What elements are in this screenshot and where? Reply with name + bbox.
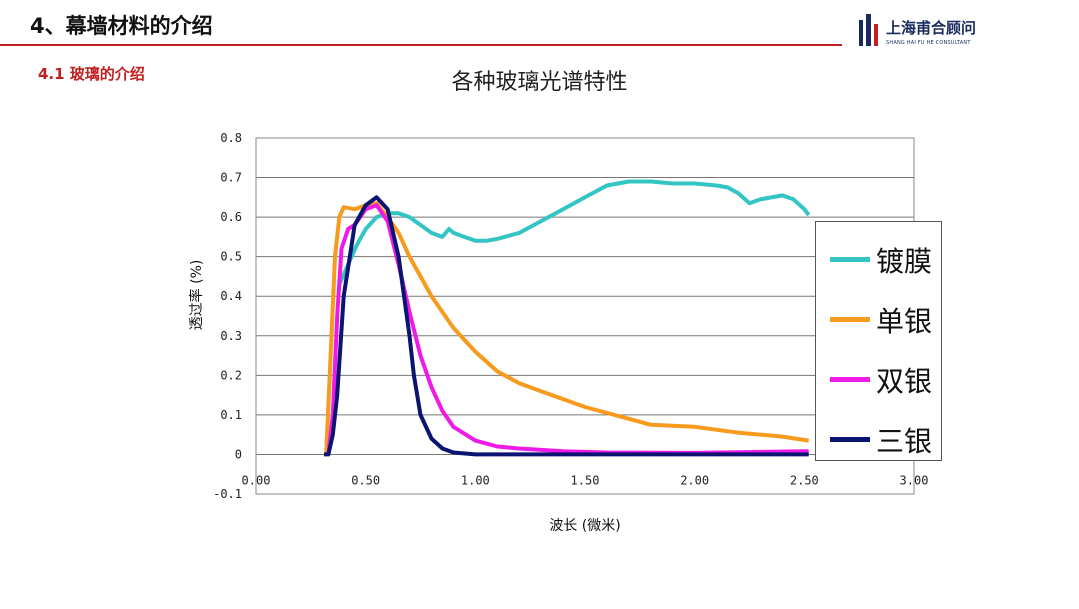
y-tick-label: 0.1 — [220, 408, 242, 422]
chart-legend: 镀膜 单银 双银 三银 — [815, 221, 942, 461]
x-tick-label: 1.00 — [461, 473, 490, 487]
y-tick-label: 0.7 — [220, 171, 242, 185]
y-tick-label: 0.8 — [220, 131, 242, 145]
y-tick-label: 0 — [235, 447, 242, 461]
y-tick-label: 0.5 — [220, 250, 242, 264]
y-tick-label: 0.3 — [220, 329, 242, 343]
tick-labels: -0.1 0 0.1 0.2 0.3 0.4 0.5 0.6 0.7 0.8 0.00 0.50 1.0… — [213, 131, 928, 501]
y-tick-label: -0.1 — [213, 487, 242, 501]
legend-swatch — [830, 377, 870, 382]
chart-title: 各种玻璃光谱特性 — [451, 70, 628, 95]
header-divider — [0, 44, 842, 46]
y-axis-label: 透过率 (%) — [188, 260, 205, 331]
legend-swatch — [830, 437, 870, 442]
x-tick-label: 1.50 — [571, 473, 600, 487]
series-lines — [324, 179, 811, 457]
logo-mark-icon — [859, 14, 878, 46]
legend-label: 单银 — [876, 305, 933, 338]
series-line-双银 — [326, 203, 809, 455]
legend-swatch — [830, 317, 870, 322]
x-tick-label: 2.00 — [680, 473, 709, 487]
logo-subtitle: SHANG HAI FU HE CONSULTANT — [886, 40, 971, 46]
y-tick-label: 0.2 — [220, 368, 242, 382]
x-tick-label: 0.00 — [242, 473, 271, 487]
legend-item: 镀膜 — [816, 238, 943, 278]
y-tick-label: 0.6 — [220, 210, 242, 224]
series-line-单银 — [324, 201, 810, 455]
section-title: 4.1 玻璃的介绍 — [38, 65, 145, 83]
series-line-镀膜 — [337, 179, 811, 286]
legend-label: 三银 — [876, 425, 933, 458]
company-logo: 上海甫合顾问 SHANG HAI FU HE CONSULTANT — [858, 12, 1008, 52]
legend-label: 镀膜 — [876, 245, 933, 278]
slide-header-title: 4、幕墙材料的介绍 — [30, 14, 213, 38]
x-tick-label: 3.00 — [900, 473, 929, 487]
x-axis-label: 波长 (微米) — [549, 518, 620, 534]
series-line-三银 — [324, 195, 809, 457]
legend-item: 三银 — [816, 418, 943, 458]
x-tick-label: 0.50 — [351, 473, 380, 487]
legend-item: 单银 — [816, 298, 943, 338]
y-tick-label: 0.4 — [220, 289, 242, 303]
legend-swatch — [830, 257, 870, 262]
x-tick-label: 2.50 — [790, 473, 819, 487]
logo-name: 上海甫合顾问 — [886, 19, 977, 37]
legend-item: 双银 — [816, 358, 943, 398]
legend-label: 双银 — [876, 365, 933, 398]
